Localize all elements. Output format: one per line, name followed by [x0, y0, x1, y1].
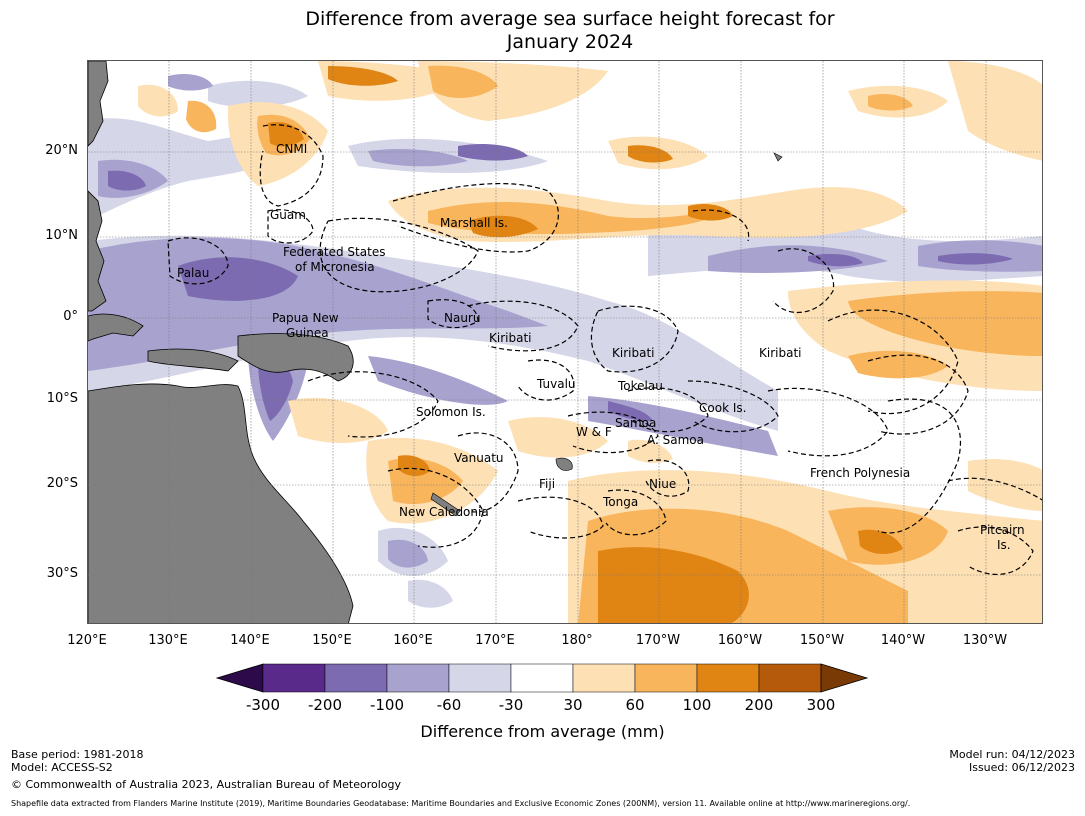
lon-label-150w: 150°W: [799, 633, 845, 648]
map-svg: CNMI Guam Marshall Is. Federated States …: [88, 61, 1042, 623]
footer-issued: Issued: 06/12/2023: [968, 761, 1075, 774]
footer-base-period: Base period: 1981-2018: [11, 748, 144, 761]
graticule: [88, 61, 1042, 623]
label-nauru: Nauru: [444, 311, 480, 325]
lat-label-20s: 20°S: [46, 476, 78, 491]
colorbar-tick: -200: [307, 696, 343, 714]
lon-label-170e: 170°E: [475, 633, 515, 648]
label-kiribati-east: Kiribati: [759, 346, 801, 360]
colorbar-tick: -100: [369, 696, 405, 714]
colorbar-tick: 300: [806, 696, 836, 714]
colorbar-segment: [262, 663, 326, 693]
label-samoa: Samoa: [615, 416, 656, 430]
label-pitcairn-line2: Is.: [997, 538, 1011, 552]
lon-label-120e: 120°E: [67, 633, 107, 648]
label-kiribati-central: Kiribati: [612, 346, 654, 360]
colorbar-segment: [572, 663, 636, 693]
lat-label-20n: 20°N: [45, 143, 78, 158]
colorbar-tick: 60: [625, 696, 645, 714]
label-cook-islands: Cook Is.: [699, 401, 746, 415]
label-french-polynesia: French Polynesia: [810, 466, 910, 480]
negative-anomaly-fields: [88, 74, 1042, 623]
map-panel: CNMI Guam Marshall Is. Federated States …: [87, 60, 1043, 624]
eez-boundaries: [167, 124, 1042, 575]
map-title: Difference from average sea surface heig…: [0, 8, 1085, 54]
colorbar-tick: 200: [744, 696, 774, 714]
colorbar-segment: [386, 663, 450, 693]
label-guam: Guam: [270, 208, 306, 222]
label-tonga: Tonga: [602, 495, 638, 509]
lat-label-10s: 10°S: [46, 391, 78, 406]
label-kiribati-west: Kiribati: [489, 331, 531, 345]
colorbar-tick: 100: [682, 696, 712, 714]
title-line-1: Difference from average sea surface heig…: [305, 8, 835, 30]
label-american-samoa: A. Samoa: [647, 433, 704, 447]
lon-label-170w: 170°W: [635, 633, 681, 648]
colorbar-tick: 30: [563, 696, 583, 714]
colorbar: [215, 663, 869, 693]
label-cnmi: CNMI: [276, 142, 307, 156]
colorbar-segment: [696, 663, 760, 693]
footer-model-run: Model run: 04/12/2023: [949, 748, 1075, 761]
region-labels: CNMI Guam Marshall Is. Federated States …: [177, 142, 1025, 552]
lon-label-130w: 130°W: [962, 633, 1008, 648]
lon-label-160w: 160°W: [717, 633, 763, 648]
title-line-2: January 2024: [506, 31, 634, 53]
label-tuvalu: Tuvalu: [536, 377, 576, 391]
colorbar-segment: [758, 663, 822, 693]
label-png-line2: Guinea: [286, 326, 329, 340]
lon-label-180: 180°: [561, 633, 593, 648]
label-png-line1: Papua New: [272, 311, 339, 325]
lon-label-140w: 140°W: [880, 633, 926, 648]
footer-shapefile-credit: Shapefile data extracted from Flanders M…: [11, 799, 911, 808]
footer-copyright: © Commonwealth of Australia 2023, Austra…: [11, 778, 401, 791]
footer-model: Model: ACCESS-S2: [11, 761, 113, 774]
label-pitcairn-line1: Pitcairn: [980, 523, 1025, 537]
colorbar-segment: [324, 663, 388, 693]
lon-label-130e: 130°E: [148, 633, 188, 648]
lon-label-150e: 150°E: [312, 633, 352, 648]
colorbar-label: Difference from average (mm): [420, 722, 665, 741]
label-marshall-islands: Marshall Is.: [440, 216, 508, 230]
label-fsm-line1: Federated States: [283, 245, 385, 259]
lat-label-30s: 30°S: [46, 566, 78, 581]
colorbar-tick: -30: [498, 696, 524, 714]
label-new-caledonia: New Caledonia: [399, 505, 489, 519]
label-fsm-line2: of Micronesia: [295, 260, 375, 274]
label-tokelau: Tokelau: [617, 379, 663, 393]
land-masses: [88, 61, 783, 623]
colorbar-segment: [448, 663, 512, 693]
colorbar-tick: -60: [436, 696, 462, 714]
colorbar-high-extend: [820, 663, 869, 693]
lat-label-10n: 10°N: [45, 228, 78, 243]
label-fiji: Fiji: [539, 477, 555, 491]
lat-label-0: 0°: [63, 309, 78, 324]
lon-label-140e: 140°E: [230, 633, 270, 648]
label-niue: Niue: [649, 477, 676, 491]
label-vanuatu: Vanuatu: [454, 451, 504, 465]
label-solomon-islands: Solomon Is.: [416, 405, 486, 419]
label-wallis-futuna: W & F: [576, 425, 612, 439]
colorbar-segment: [510, 663, 574, 693]
lon-label-160e: 160°E: [393, 633, 433, 648]
colorbar-low-extend: [215, 663, 264, 693]
label-palau: Palau: [177, 266, 209, 280]
colorbar-tick: -300: [245, 696, 281, 714]
colorbar-segment: [634, 663, 698, 693]
